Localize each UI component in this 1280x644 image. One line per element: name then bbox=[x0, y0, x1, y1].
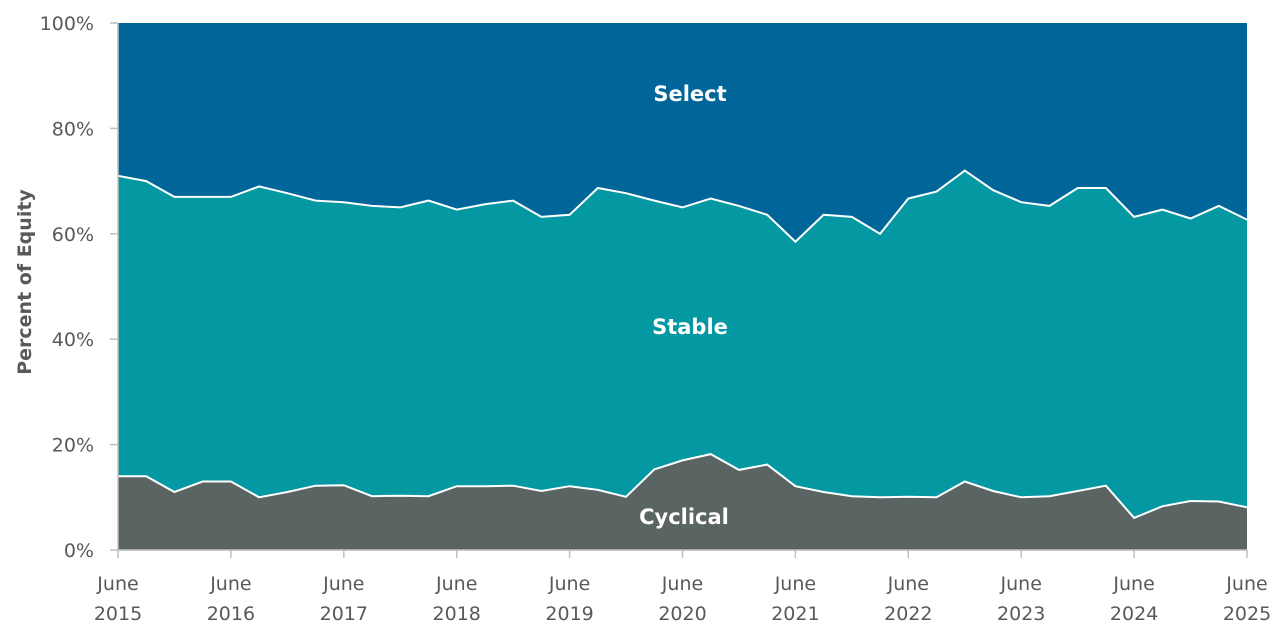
x-tick-label-year: 2025 bbox=[1223, 603, 1271, 625]
x-tick-label-year: 2016 bbox=[207, 603, 255, 625]
y-tick-label: 80% bbox=[52, 118, 94, 140]
boundary-line-cyclical bbox=[118, 453, 1248, 520]
y-tick-label: 20% bbox=[52, 435, 94, 457]
x-tick-label-year: 2021 bbox=[771, 603, 819, 625]
x-tick-label-month: June bbox=[774, 573, 816, 595]
area-stable bbox=[118, 170, 1247, 518]
x-tick-label-year: 2023 bbox=[997, 603, 1045, 625]
x-tick-label-year: 2015 bbox=[94, 603, 142, 625]
x-tick-label-month: June bbox=[96, 573, 138, 595]
x-tick-label-year: 2024 bbox=[1110, 603, 1158, 625]
series-label-stable: Stable bbox=[652, 315, 728, 339]
boundary-line-stable bbox=[117, 169, 1248, 244]
y-tick-label: 0% bbox=[64, 540, 94, 562]
area-cyclical bbox=[118, 454, 1247, 550]
y-tick-label: 40% bbox=[52, 329, 94, 351]
x-tick-label-year: 2019 bbox=[545, 603, 593, 625]
x-tick-label-month: June bbox=[1225, 573, 1267, 595]
x-tick-label-year: 2022 bbox=[884, 603, 932, 625]
x-tick-label-month: June bbox=[435, 573, 477, 595]
series-label-select: Select bbox=[653, 82, 726, 106]
axes: 0% 20% 40% 60% 80% 100% June 2015 June 2016 June 20… bbox=[40, 13, 1272, 625]
x-tick-label-month: June bbox=[209, 573, 251, 595]
x-tick-label-year: 2017 bbox=[320, 603, 368, 625]
x-tick-label-month: June bbox=[548, 573, 590, 595]
x-tick-label-month: June bbox=[887, 573, 929, 595]
series-label-cyclical: Cyclical bbox=[639, 505, 729, 529]
y-tick-label: 60% bbox=[52, 224, 94, 246]
x-tick-label-year: 2018 bbox=[433, 603, 481, 625]
x-tick-label-year: 2020 bbox=[658, 603, 706, 625]
y-tick-label: 100% bbox=[40, 13, 94, 35]
y-axis-label: Percent of Equity bbox=[14, 189, 36, 375]
x-tick-label-month: June bbox=[1000, 573, 1042, 595]
area-select bbox=[118, 23, 1247, 242]
areas bbox=[117, 23, 1248, 550]
x-tick-label-month: June bbox=[322, 573, 364, 595]
x-tick-label-month: June bbox=[1112, 573, 1154, 595]
area-labels: Select Stable Cyclical bbox=[639, 82, 729, 529]
x-tick-label-month: June bbox=[661, 573, 703, 595]
